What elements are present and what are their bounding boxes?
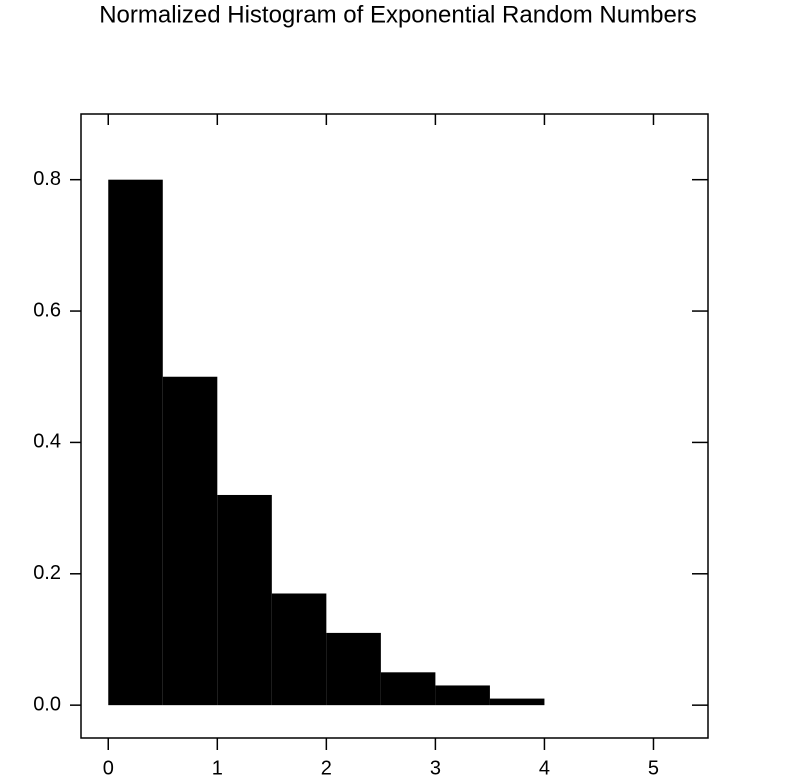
y-tick-label: 0.2 xyxy=(33,562,61,584)
x-tick-label: 4 xyxy=(539,757,550,778)
y-tick-label: 0.6 xyxy=(33,299,61,321)
y-tick-label: 0.4 xyxy=(33,431,61,453)
y-tick-label: 0.0 xyxy=(33,693,61,715)
x-tick-label: 3 xyxy=(430,757,441,778)
x-tick-label: 0 xyxy=(103,757,114,778)
bar xyxy=(326,632,381,706)
x-tick-label: 1 xyxy=(212,757,223,778)
bar xyxy=(489,698,545,706)
bar xyxy=(380,672,436,706)
bar xyxy=(435,685,490,706)
plot-frame xyxy=(80,113,709,739)
bar xyxy=(271,593,327,706)
x-tick-label: 5 xyxy=(648,757,659,778)
bar xyxy=(162,376,218,706)
y-tick-label: 0.8 xyxy=(33,168,61,190)
x-tick-label: 2 xyxy=(321,757,332,778)
bar xyxy=(217,494,272,706)
chart-title: Normalized Histogram of Exponential Rand… xyxy=(99,1,697,28)
bar xyxy=(108,179,163,706)
